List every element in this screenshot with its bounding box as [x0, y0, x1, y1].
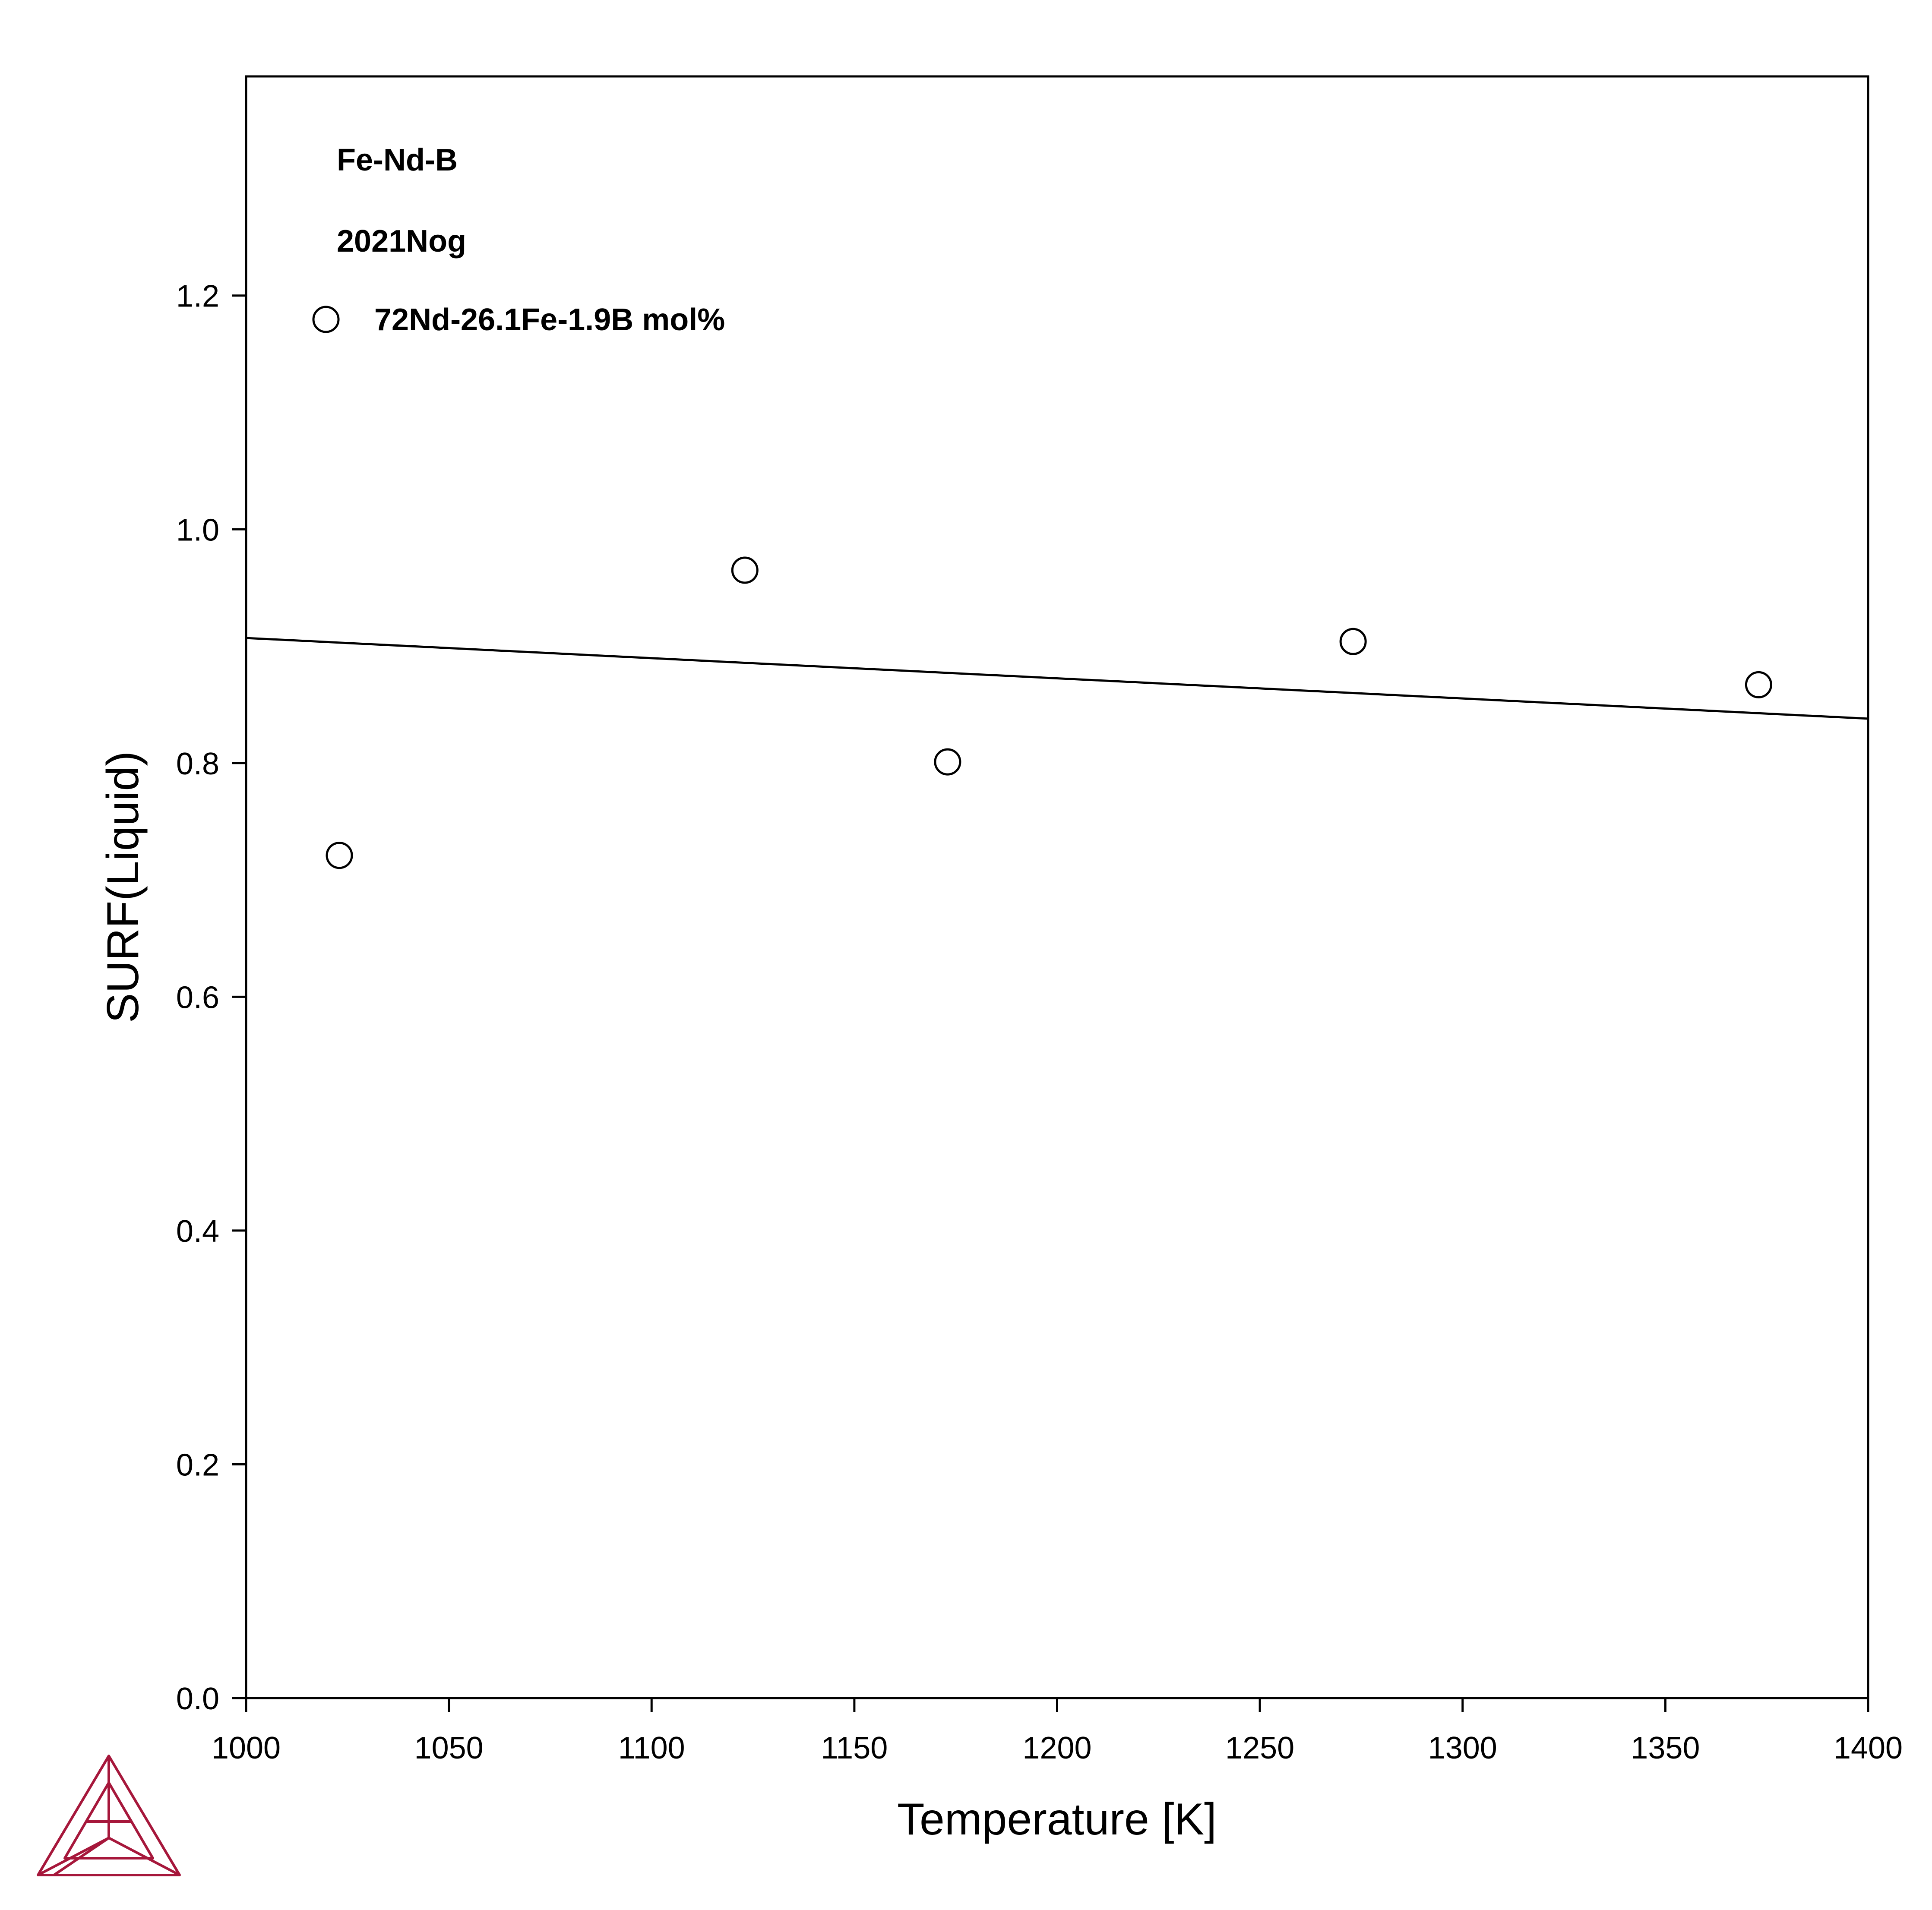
data-point [326, 842, 353, 869]
plot-series [246, 556, 1869, 869]
y-tick-label: 0.6 [176, 980, 219, 1015]
x-tick-label: 1250 [1225, 1731, 1294, 1765]
y-tick-label: 1.0 [176, 513, 219, 547]
y-tick-label: 0.4 [176, 1214, 219, 1249]
data-point [731, 556, 759, 584]
x-tick-label: 1050 [414, 1731, 484, 1765]
annotation-system: Fe-Nd-B [337, 143, 458, 177]
x-tick-label: 1150 [821, 1731, 888, 1765]
legend: 72Nd-26.1Fe-1.9B mol% [312, 303, 725, 337]
legend-label: 72Nd-26.1Fe-1.9B mol% [374, 303, 725, 337]
data-point [1745, 671, 1772, 698]
annotation-reference: 2021Nog [337, 224, 466, 259]
x-tick-label: 1400 [1834, 1731, 1903, 1765]
y-tick-label: 0.8 [176, 747, 219, 781]
x-tick-label: 1300 [1428, 1731, 1497, 1765]
x-tick-label: 1350 [1631, 1731, 1700, 1765]
data-point [1339, 628, 1367, 655]
x-axis-ticks: 1000 1050 1100 1150 1200 1250 1300 1350 1400 [212, 1698, 1903, 1765]
legend-marker [312, 306, 340, 333]
x-tick-label: 1200 [1022, 1731, 1091, 1765]
x-tick-label: 1000 [212, 1731, 281, 1765]
thermo-calc-logo [37, 1755, 181, 1876]
data-point [934, 748, 961, 776]
x-tick-label: 1100 [618, 1731, 685, 1765]
y-axis-title: SURF(Liquid) [98, 751, 148, 1023]
y-tick-label: 1.2 [176, 279, 219, 314]
y-tick-label: 0.2 [176, 1448, 219, 1482]
calculated-line [246, 637, 1869, 720]
y-axis-ticks: 0.0 0.2 0.4 0.6 0.8 1.0 1.2 [176, 279, 246, 1716]
x-axis-title: Temperature [K] [897, 1794, 1217, 1844]
y-tick-label: 0.0 [176, 1682, 219, 1716]
